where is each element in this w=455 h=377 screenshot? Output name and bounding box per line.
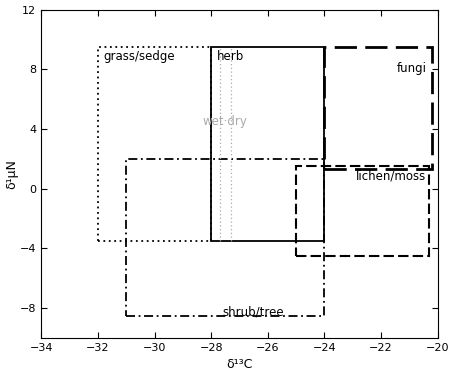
- Text: grass/sedge: grass/sedge: [104, 50, 175, 63]
- Text: lichen/moss: lichen/moss: [356, 169, 426, 182]
- Y-axis label: δ¹µN: δ¹µN: [5, 159, 19, 189]
- Bar: [296, 166, 429, 256]
- Bar: [211, 47, 324, 241]
- Text: herb: herb: [217, 50, 244, 63]
- Text: shrub/tree: shrub/tree: [223, 305, 284, 318]
- Bar: [98, 47, 211, 241]
- Text: fungi: fungi: [396, 62, 426, 75]
- Bar: [324, 47, 432, 169]
- X-axis label: δ¹³C: δ¹³C: [226, 359, 253, 371]
- Text: wet·dry: wet·dry: [203, 115, 248, 128]
- Bar: [126, 159, 324, 316]
